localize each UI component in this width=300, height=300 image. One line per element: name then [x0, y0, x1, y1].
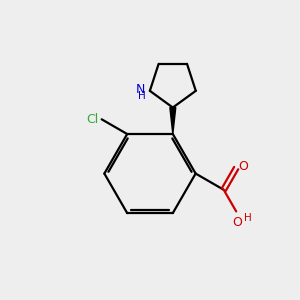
Text: H: H	[244, 213, 252, 223]
Polygon shape	[170, 107, 176, 134]
Text: H: H	[138, 91, 146, 101]
Text: Cl: Cl	[86, 113, 99, 126]
Text: O: O	[232, 216, 242, 229]
Text: N: N	[136, 83, 146, 96]
Text: O: O	[238, 160, 248, 173]
